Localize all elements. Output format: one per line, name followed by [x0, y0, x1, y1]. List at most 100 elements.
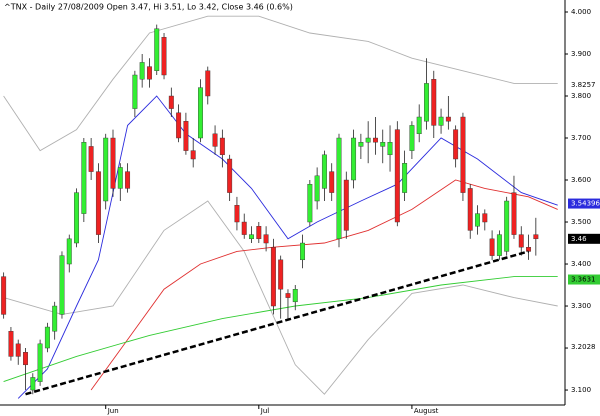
candle-body: [394, 129, 400, 223]
candle-body: [424, 83, 429, 122]
candle-body: [88, 146, 94, 172]
x-tick-label: Jun: [107, 407, 119, 415]
candle-body: [168, 95, 174, 109]
x-tick-label: August: [414, 407, 439, 415]
chart-title: ^TNX - Daily 27/08/2009 Open 3.47, Hi 3.…: [4, 3, 293, 12]
candle-body: [314, 175, 320, 202]
candle-body: [467, 188, 473, 231]
y-tick-label: 3.100: [571, 386, 591, 394]
candle-body: [504, 200, 510, 252]
x-tick-label: Jul: [260, 407, 270, 415]
candle-body: [475, 213, 480, 227]
trend-line: [25, 250, 529, 396]
y-tick-label: 3.600: [571, 176, 591, 184]
candle-body: [212, 133, 218, 147]
candle-body: [110, 137, 116, 189]
candle-body: [409, 125, 415, 151]
candle-body: [365, 137, 371, 143]
candle-body: [95, 171, 101, 235]
candle-body: [234, 205, 240, 223]
candle-body: [74, 192, 80, 244]
moving-average-line: [3, 200, 558, 395]
candle-body: [453, 129, 459, 160]
candle-body: [8, 331, 14, 357]
candle-body: [198, 87, 203, 139]
candle-body: [219, 137, 225, 156]
candle-body: [270, 247, 276, 307]
candle-body: [351, 137, 357, 181]
candle-body: [37, 343, 43, 382]
price-label-box: [568, 80, 600, 91]
candle-body: [518, 234, 524, 248]
price-label: 3.2028: [571, 343, 596, 351]
candle-body: [263, 234, 269, 244]
price-label-box: [568, 274, 600, 285]
candle-body: [329, 171, 335, 193]
candle-body: [496, 234, 502, 256]
candle-body: [125, 171, 131, 189]
candle-body: [249, 234, 254, 240]
candle-body: [15, 343, 21, 357]
candle-body: [278, 259, 284, 290]
candle-body: [372, 137, 378, 143]
y-tick-label: 3.900: [571, 50, 591, 58]
candle-body: [227, 158, 233, 193]
candle-body: [387, 142, 393, 156]
price-label: 3.8257: [571, 81, 596, 89]
candle-body: [438, 116, 444, 126]
candle-body: [190, 150, 196, 160]
candle-body: [241, 221, 247, 235]
price-label: 3.46: [571, 235, 587, 243]
candle-body: [154, 28, 160, 71]
candle-body: [205, 70, 211, 97]
candle-body: [431, 79, 437, 126]
candle-body: [117, 167, 123, 189]
candle-body: [103, 137, 109, 202]
candle-body: [307, 184, 313, 223]
y-tick-label: 3.700: [571, 134, 591, 142]
candle-body: [23, 352, 28, 366]
price-label: 3.54396: [571, 200, 600, 208]
candle-body: [176, 112, 182, 139]
candle-body: [300, 242, 306, 261]
candle-body: [59, 255, 65, 315]
candle-body: [292, 289, 298, 303]
candle-body: [30, 377, 36, 391]
price-label-box: [568, 341, 600, 352]
candle-body: [285, 293, 291, 298]
candle-body: [139, 62, 145, 80]
y-tick-label: 3.400: [571, 260, 591, 268]
candle-body: [146, 66, 152, 80]
candle-body: [526, 247, 532, 252]
price-label: 3.3631: [571, 276, 596, 284]
candle-body: [336, 137, 342, 240]
moving-average-line: [3, 15, 558, 152]
y-tick-label: 3.800: [571, 92, 591, 100]
y-tick-label: 3.500: [571, 218, 591, 226]
candle-body: [416, 116, 422, 135]
candle-body: [511, 192, 517, 235]
candle-body: [81, 142, 87, 214]
candle-body: [358, 142, 364, 147]
y-tick-label: 3.300: [571, 302, 591, 310]
y-tick-label: 4.000: [571, 8, 591, 16]
candle-body: [132, 74, 138, 109]
candle-body: [343, 179, 349, 231]
candle-body: [445, 116, 451, 122]
candle-body: [460, 116, 466, 193]
candle-body: [52, 305, 58, 332]
price-label-box: [568, 198, 600, 209]
candle-body: [66, 238, 72, 265]
candle-body: [402, 163, 408, 193]
price-label-box: [568, 233, 600, 244]
candle-body: [533, 234, 539, 240]
candle-body: [256, 226, 262, 240]
candle-body: [183, 121, 189, 151]
moving-average-line: [90, 179, 558, 391]
candle-body: [380, 142, 386, 147]
candle-body: [161, 36, 167, 76]
candle-body: [1, 276, 7, 315]
candle-body: [44, 326, 50, 349]
